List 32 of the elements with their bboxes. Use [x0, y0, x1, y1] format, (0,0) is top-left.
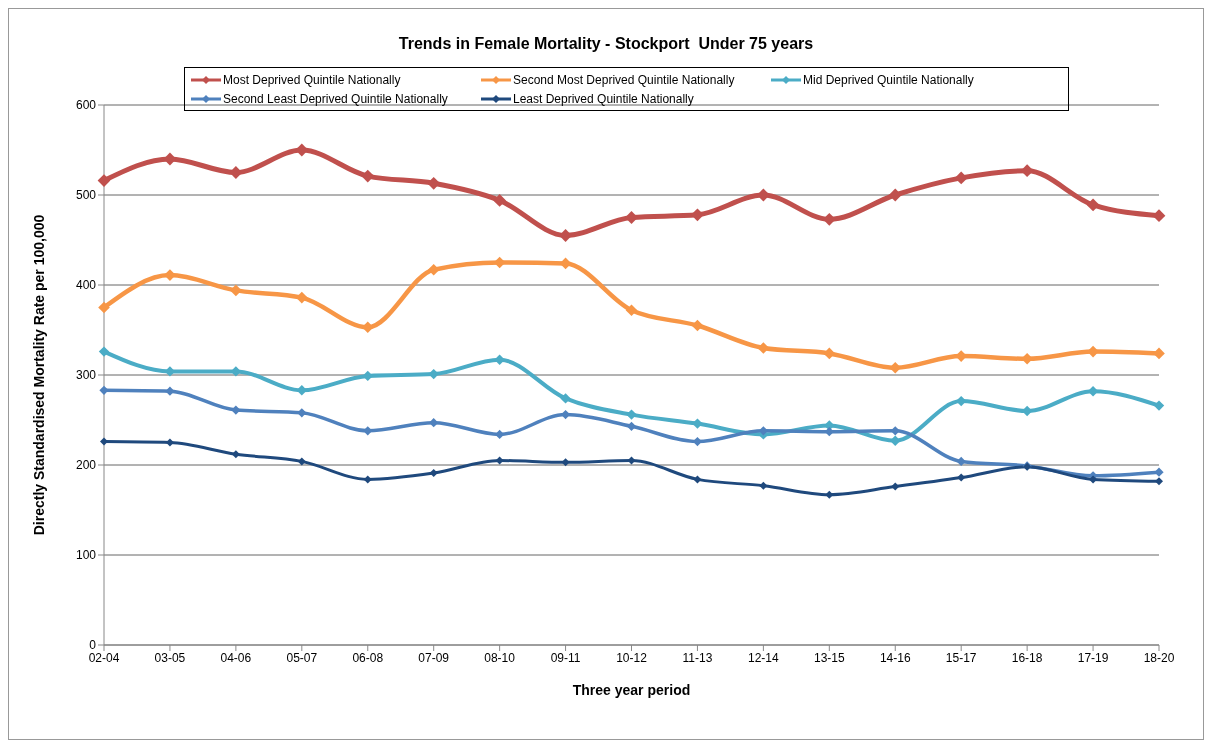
y-tick-label: 500 [75, 188, 97, 203]
x-tick-label: 14-16 [879, 650, 911, 665]
x-tick-label: 16-18 [1011, 650, 1043, 665]
x-tick-label: 05-07 [286, 650, 318, 665]
legend-label: Second Least Deprived Quintile Nationally [223, 91, 448, 106]
y-tick-label: 200 [75, 458, 97, 473]
y-tick-label: 300 [75, 368, 97, 383]
chart-title: Trends in Female Mortality - Stockport Under 75 years [397, 35, 815, 53]
x-tick-label: 18-20 [1143, 650, 1175, 665]
legend-label: Least Deprived Quintile Nationally [513, 91, 694, 106]
y-tick-label: 600 [75, 98, 97, 113]
y-tick-label: 0 [89, 638, 97, 653]
x-tick-label: 07-09 [418, 650, 450, 665]
legend-label: Second Most Deprived Quintile Nationally [513, 72, 735, 87]
x-tick-label: 15-17 [945, 650, 977, 665]
x-tick-label: 03-05 [154, 650, 186, 665]
x-tick-label: 13-15 [813, 650, 845, 665]
legend-label: Most Deprived Quintile Nationally [223, 72, 401, 87]
y-tick-label: 400 [75, 278, 97, 293]
x-tick-label: 08-10 [484, 650, 516, 665]
x-tick-label: 04-06 [220, 650, 252, 665]
x-axis-title: Three year period [572, 682, 691, 698]
legend-label: Mid Deprived Quintile Nationally [803, 72, 974, 87]
x-tick-label: 02-04 [88, 650, 120, 665]
x-tick-label: 11-13 [682, 650, 713, 665]
y-tick-label: 100 [75, 548, 97, 563]
x-tick-label: 17-19 [1077, 650, 1109, 665]
x-tick-label: 09-11 [550, 650, 581, 665]
x-tick-label: 06-08 [352, 650, 384, 665]
y-axis-title: Directly Standardised Mortality Rate per 100,000 [30, 214, 47, 536]
x-tick-label: 12-14 [748, 650, 780, 665]
x-tick-label: 10-12 [616, 650, 648, 665]
